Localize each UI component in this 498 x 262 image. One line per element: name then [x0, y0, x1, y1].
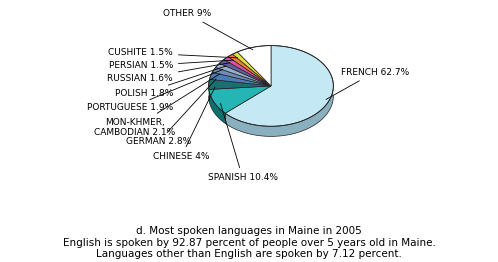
Text: CUSHITE 1.5%: CUSHITE 1.5%: [108, 48, 238, 58]
Polygon shape: [233, 52, 271, 86]
Text: RUSSIAN 1.6%: RUSSIAN 1.6%: [107, 63, 230, 83]
Text: POLISH 1.8%: POLISH 1.8%: [115, 66, 226, 98]
Polygon shape: [212, 67, 271, 86]
Polygon shape: [228, 54, 271, 86]
Polygon shape: [210, 72, 271, 86]
Polygon shape: [209, 89, 225, 123]
Polygon shape: [209, 79, 271, 89]
Text: SPANISH 10.4%: SPANISH 10.4%: [208, 103, 277, 182]
Polygon shape: [225, 88, 333, 136]
Text: FRENCH 62.7%: FRENCH 62.7%: [326, 68, 409, 100]
Text: GERMAN 2.8%: GERMAN 2.8%: [126, 79, 216, 146]
Polygon shape: [225, 46, 333, 126]
Polygon shape: [220, 60, 271, 86]
Polygon shape: [224, 57, 271, 86]
Text: CHINESE 4%: CHINESE 4%: [153, 87, 215, 161]
Text: OTHER 9%: OTHER 9%: [163, 9, 253, 50]
Polygon shape: [238, 46, 271, 86]
Text: d. Most spoken languages in Maine in 2005
English is spoken by 92.87 percent of : d. Most spoken languages in Maine in 200…: [63, 226, 435, 259]
Polygon shape: [216, 63, 271, 86]
Text: MON-KHMER,
CAMBODIAN 2.1%: MON-KHMER, CAMBODIAN 2.1%: [95, 74, 220, 137]
Text: PERSIAN 1.5%: PERSIAN 1.5%: [109, 60, 234, 70]
Polygon shape: [209, 86, 271, 113]
Text: PORTUGUESE 1.9%: PORTUGUESE 1.9%: [87, 69, 223, 112]
